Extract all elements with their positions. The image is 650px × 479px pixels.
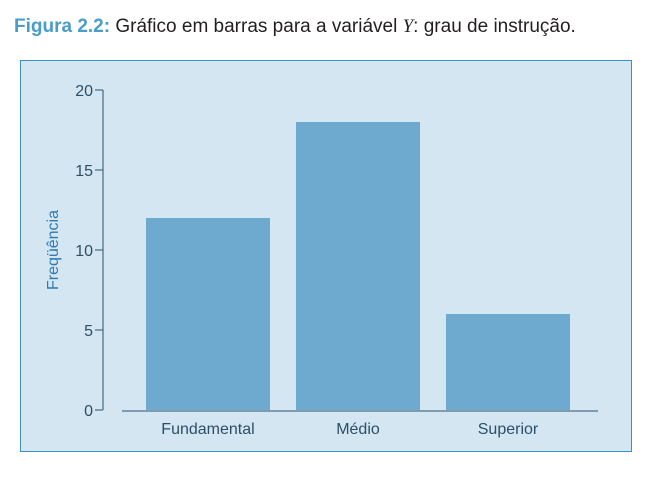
y-tick-label-0: 0	[84, 403, 93, 420]
y-tick-label-20: 20	[75, 83, 93, 100]
figure-caption: Figura 2.2: Gráfico em barras para a var…	[14, 16, 576, 38]
y-tick-label-10: 10	[75, 243, 93, 260]
y-tick-label-5: 5	[84, 323, 93, 340]
caption-text-after: : grau de instrução.	[413, 16, 576, 37]
y-axis-label: Freqüência	[45, 210, 62, 290]
bar-fundamental	[146, 218, 270, 410]
y-tick-label-15: 15	[75, 163, 93, 180]
x-tick-label-m-dio: Médio	[336, 421, 380, 438]
caption-text-before: Gráfico em barras para a variável	[115, 16, 403, 37]
caption-variable: Y	[402, 16, 414, 37]
bar-superior	[446, 314, 570, 410]
x-tick-label-fundamental: Fundamental	[161, 421, 254, 438]
x-tick-label-superior: Superior	[478, 421, 539, 438]
figure-number: Figura 2.2:	[14, 16, 111, 37]
bar-m-dio	[296, 122, 420, 410]
